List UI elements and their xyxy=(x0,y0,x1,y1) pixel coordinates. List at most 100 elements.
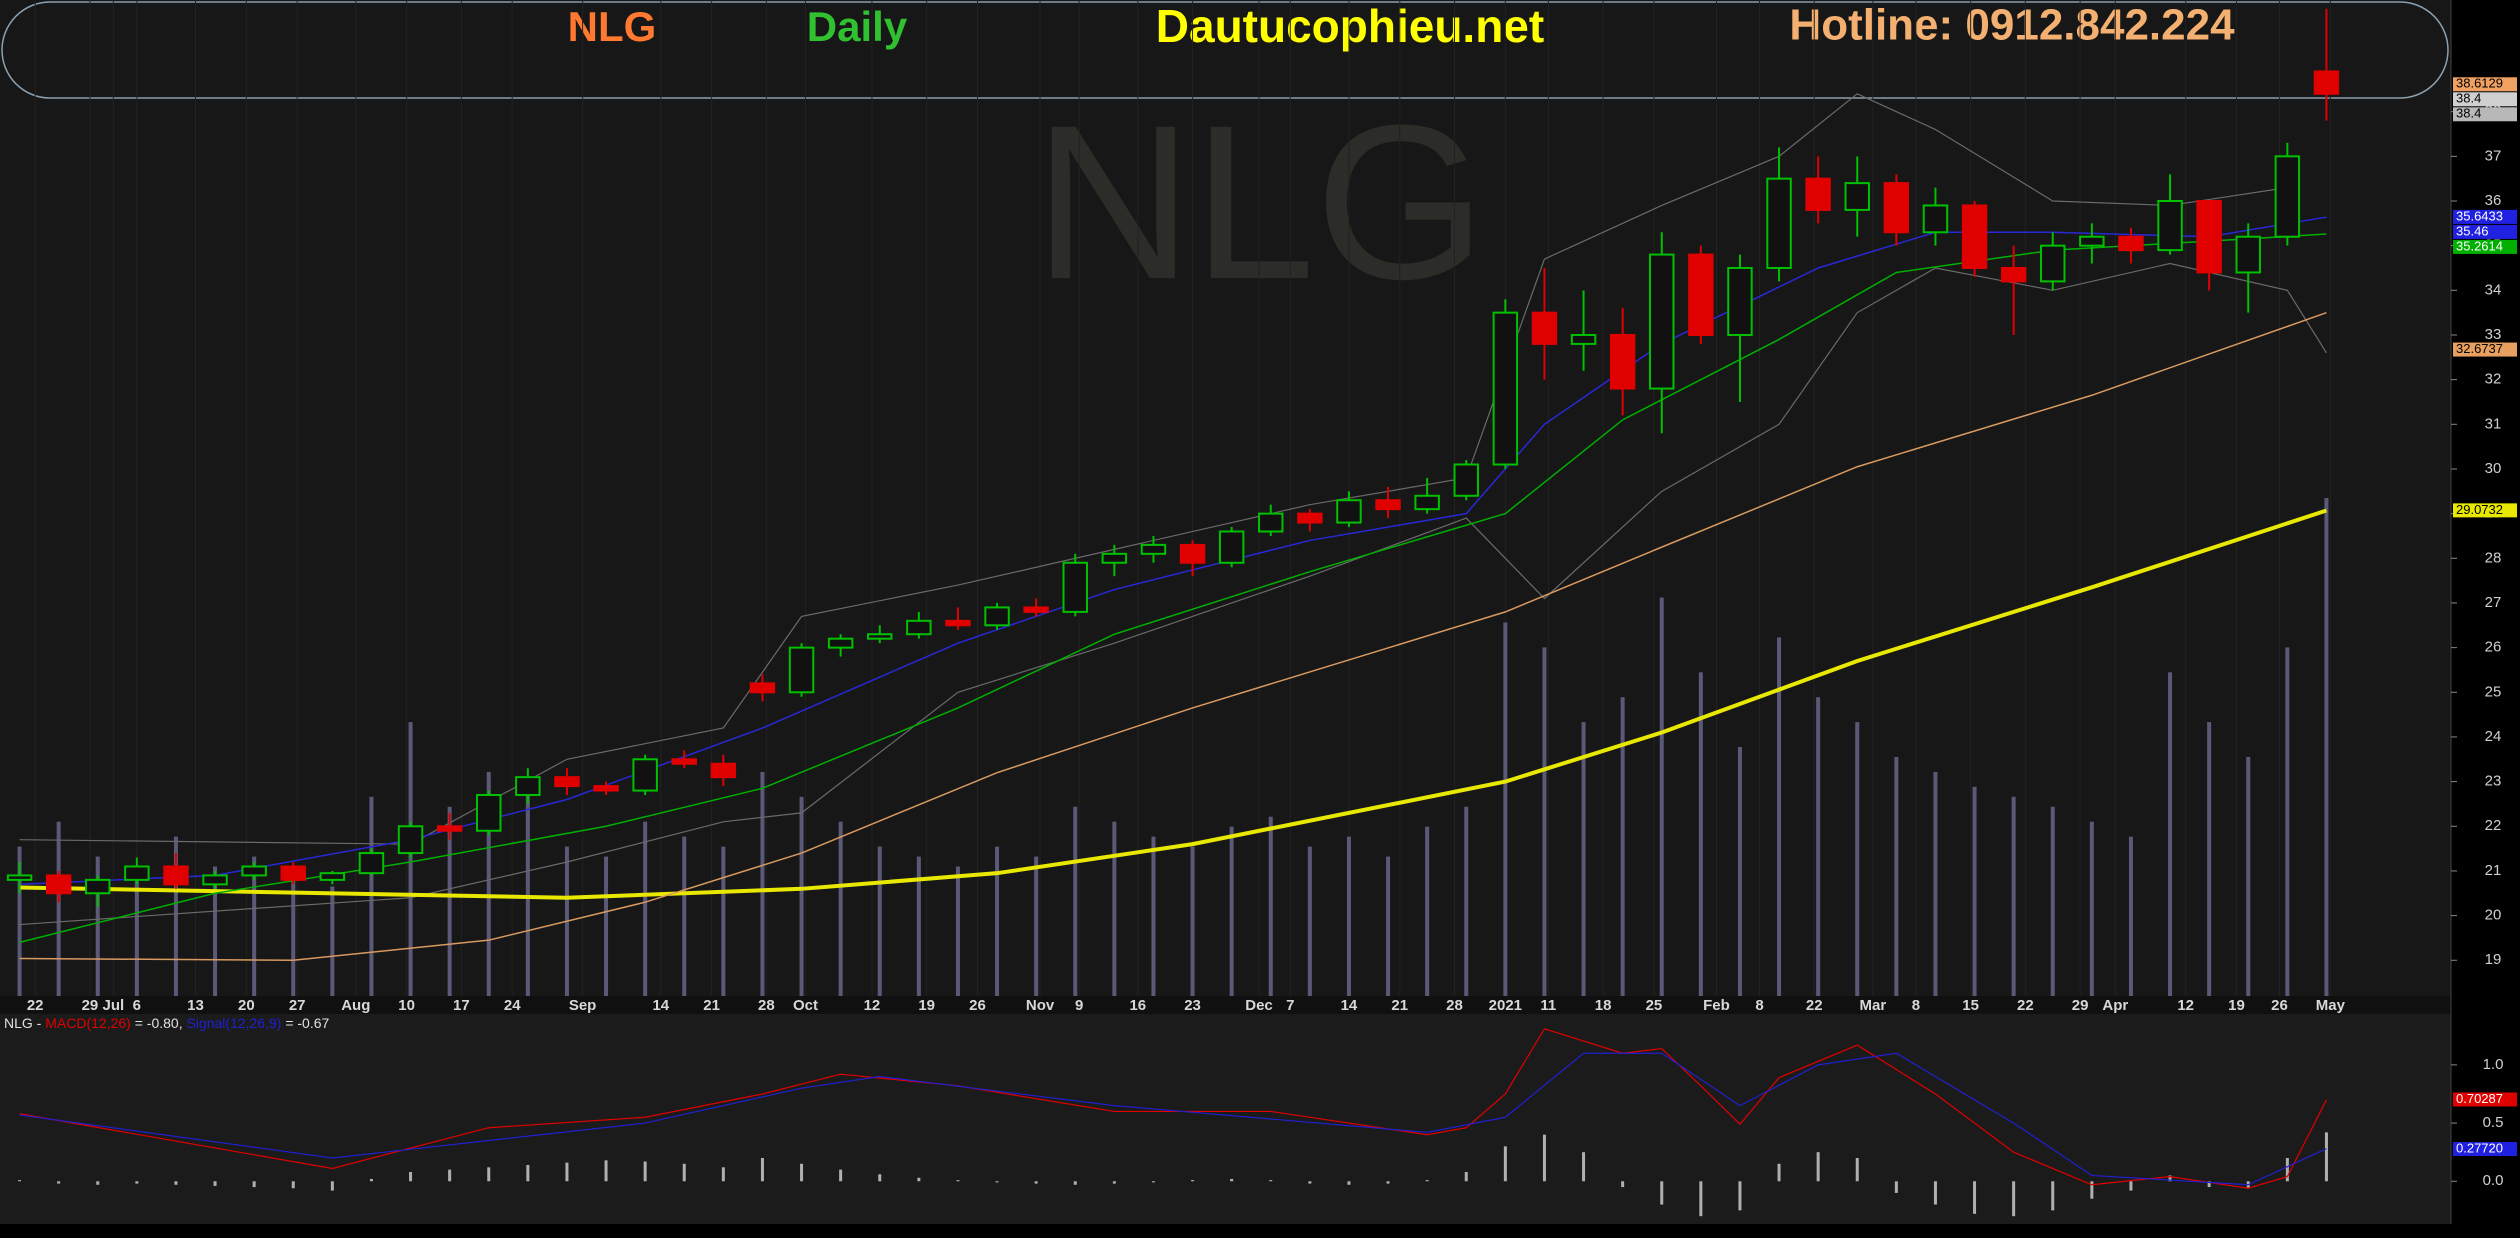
value-tag-label: 38.4 xyxy=(2456,106,2481,121)
candle-body xyxy=(319,872,346,881)
legend-part: = -0.80, xyxy=(131,1015,187,1031)
volume-bar xyxy=(486,771,491,996)
legend-part: NLG - xyxy=(4,1015,45,1031)
candle-body xyxy=(358,852,385,875)
x-tick-label: May xyxy=(2316,997,2346,1014)
candle-body xyxy=(85,878,111,895)
candle-body xyxy=(1961,204,1988,269)
x-tick-label: 18 xyxy=(1595,997,1612,1014)
volume-bar xyxy=(1073,806,1078,996)
volume-bar xyxy=(760,771,765,996)
volume-bar xyxy=(995,846,1000,996)
y-tick-label: 33 xyxy=(2485,326,2502,343)
x-tick-label: 14 xyxy=(1341,997,1358,1014)
candle-body xyxy=(1727,266,1753,336)
volume-bar xyxy=(369,796,374,996)
volume-bar xyxy=(2324,498,2329,996)
volume-bar xyxy=(1816,697,1821,996)
x-tick-label: Mar xyxy=(1860,997,1887,1014)
watermark: NLG xyxy=(1034,79,1486,325)
volume-bar xyxy=(1659,597,1664,996)
x-tick-label: 16 xyxy=(1129,997,1146,1014)
y-tick-label: 1.0 xyxy=(2483,1056,2504,1073)
volume-bar xyxy=(2128,836,2133,996)
value-tag xyxy=(2453,1092,2517,1107)
volume-bar xyxy=(56,821,61,996)
value-tag xyxy=(2453,1142,2517,1157)
candle-body xyxy=(710,762,737,779)
volume-bar xyxy=(252,856,257,996)
indicator-line xyxy=(19,262,2327,926)
indicator-line xyxy=(19,233,2327,944)
candle-body xyxy=(397,825,424,855)
x-tick-label: Oct xyxy=(793,997,818,1014)
candle-body xyxy=(554,776,580,788)
y-tick-label: 0.5 xyxy=(2483,1114,2504,1131)
candle-body xyxy=(2157,199,2183,252)
candle-body xyxy=(827,637,854,649)
candle-body xyxy=(2000,266,2027,283)
candle-body xyxy=(2313,70,2340,95)
x-tick-label: 26 xyxy=(969,997,986,1014)
volume-bar xyxy=(1698,672,1703,996)
candle-body xyxy=(984,606,1010,627)
macd-line xyxy=(19,1028,2327,1189)
candle-body xyxy=(2196,199,2222,274)
y-tick-label: 0.0 xyxy=(2483,1172,2504,1189)
volume-bar xyxy=(1855,722,1860,996)
x-tick-label: 22 xyxy=(27,997,44,1014)
candle-body xyxy=(1258,512,1284,533)
indicator-line xyxy=(19,508,2328,900)
volume-bar xyxy=(838,821,843,996)
x-tick-label: 24 xyxy=(504,997,521,1014)
candle-body xyxy=(1805,177,1831,211)
volume-bar xyxy=(1112,821,1117,996)
y-tick-label: 22 xyxy=(2485,817,2502,834)
volume-bar xyxy=(1542,647,1547,996)
hotline: Hotline: 0912.842.224 xyxy=(1789,1,2235,50)
y-tick-label: 32 xyxy=(2485,371,2502,388)
candle-body xyxy=(515,776,541,797)
x-tick-label: 12 xyxy=(864,997,881,1014)
value-tag-label: 38.4 xyxy=(2456,91,2481,106)
volume-bar xyxy=(173,836,178,996)
x-tick-label: 17 xyxy=(453,997,470,1014)
x-tick-label: 28 xyxy=(758,997,775,1014)
volume-bar xyxy=(643,821,648,996)
y-tick-label: 21 xyxy=(2485,862,2502,879)
volume-bar xyxy=(95,856,100,996)
y-tick-label: 26 xyxy=(2485,639,2502,656)
y-tick-label: 25 xyxy=(2485,683,2502,700)
y-tick-label: 34 xyxy=(2485,281,2502,298)
value-tag-label: 35.2614 xyxy=(2456,238,2503,253)
x-tick-label: 19 xyxy=(2228,997,2245,1014)
candle-body xyxy=(1101,552,1128,564)
volume-bar xyxy=(1972,786,1977,996)
candle-body xyxy=(1218,530,1245,564)
candle-body xyxy=(945,619,971,627)
volume-bar xyxy=(525,786,530,996)
value-tag-label: 0.27720 xyxy=(2456,1140,2503,1155)
candle-body xyxy=(280,865,306,881)
volume-bar xyxy=(877,846,882,996)
x-tick-label: 13 xyxy=(187,997,204,1014)
candle-body xyxy=(593,785,619,792)
volume-bar xyxy=(213,866,218,996)
candle-body xyxy=(124,865,150,881)
candle-body xyxy=(241,865,267,877)
x-tick-label: 26 xyxy=(2271,997,2288,1014)
macd-panel xyxy=(0,1014,2451,1224)
value-tag xyxy=(2453,209,2517,224)
indicator-line xyxy=(19,311,2327,962)
volume-bar xyxy=(2168,672,2173,996)
value-tag xyxy=(2453,503,2517,518)
candle-body xyxy=(1375,499,1401,511)
candle-body xyxy=(1492,311,1519,466)
y-tick-label: 20 xyxy=(2485,907,2502,924)
volume-bar xyxy=(2089,821,2094,996)
header-frame xyxy=(1,1,2449,99)
macd-legend: NLG - MACD(12,26) = -0.80, Signal(12,26,… xyxy=(4,1015,330,1031)
y-tick-label: 31 xyxy=(2485,415,2502,432)
volume-bar xyxy=(1503,622,1508,996)
candle-body xyxy=(476,794,502,832)
